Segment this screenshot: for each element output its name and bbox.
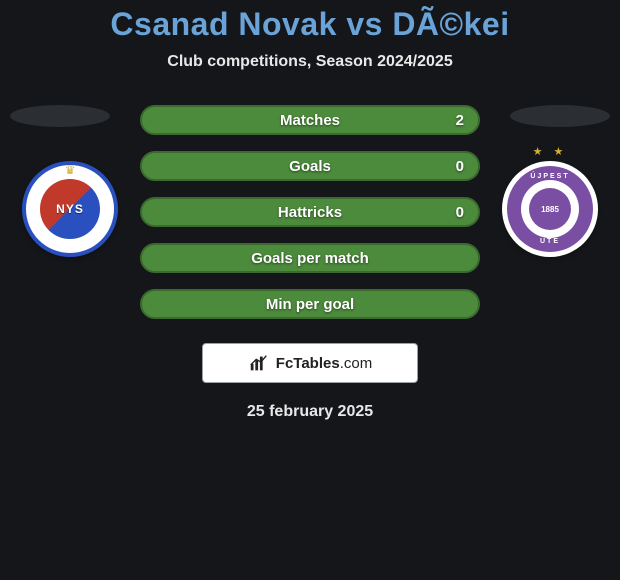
player-shadow-left — [10, 105, 110, 127]
player-shadow-right — [510, 105, 610, 127]
stat-label: Goals — [142, 158, 478, 175]
stat-label: Min per goal — [142, 296, 478, 313]
stat-pill: Hattricks0 — [140, 197, 480, 227]
brand-box: FcTables.com — [202, 343, 418, 383]
club-badge-left-inner: NYS — [40, 179, 100, 239]
club-badge-left-outer: ♛ NYS — [22, 161, 118, 257]
footer-date: 25 february 2025 — [0, 403, 620, 421]
crown-icon: ♛ — [65, 163, 76, 177]
comparison-infographic: Csanad Novak vs DÃ©kei Club competitions… — [0, 0, 620, 580]
stat-label: Hattricks — [142, 204, 478, 221]
stats-area: ♛ NYS ★ ★ ÚJPEST 1885 UTE — [0, 105, 620, 325]
club-right-ringtext-bottom: UTE — [507, 238, 593, 245]
stat-pill: Goals0 — [140, 151, 480, 181]
stat-pill: Min per goal — [140, 289, 480, 319]
club-badge-right-core: 1885 — [529, 188, 571, 230]
page-subtitle: Club competitions, Season 2024/2025 — [0, 53, 620, 71]
brand-text: FcTables.com — [276, 355, 372, 372]
stat-value-right: 2 — [456, 112, 464, 129]
club-badge-right: ★ ★ ÚJPEST 1885 UTE — [500, 159, 600, 259]
club-badge-right-mid: 1885 — [521, 180, 579, 238]
club-badge-right-outer: ÚJPEST 1885 UTE — [502, 161, 598, 257]
stat-value-right: 0 — [456, 204, 464, 221]
stat-label: Matches — [142, 112, 478, 129]
brand-tld: .com — [340, 355, 373, 372]
stat-value-right: 0 — [456, 158, 464, 175]
club-badge-right-ring: ÚJPEST 1885 UTE — [507, 166, 593, 252]
club-right-core-text: 1885 — [541, 205, 559, 214]
stat-pill: Matches2 — [140, 105, 480, 135]
club-right-ringtext-top: ÚJPEST — [507, 173, 593, 180]
stat-label: Goals per match — [142, 250, 478, 267]
stars-icon: ★ ★ — [500, 145, 600, 158]
page-title: Csanad Novak vs DÃ©kei — [0, 0, 620, 43]
stat-pill: Goals per match — [140, 243, 480, 273]
club-badge-left: ♛ NYS — [20, 159, 120, 259]
club-left-initials: NYS — [56, 202, 84, 216]
bar-chart-icon — [248, 352, 270, 374]
brand-name: FcTables — [276, 355, 340, 372]
